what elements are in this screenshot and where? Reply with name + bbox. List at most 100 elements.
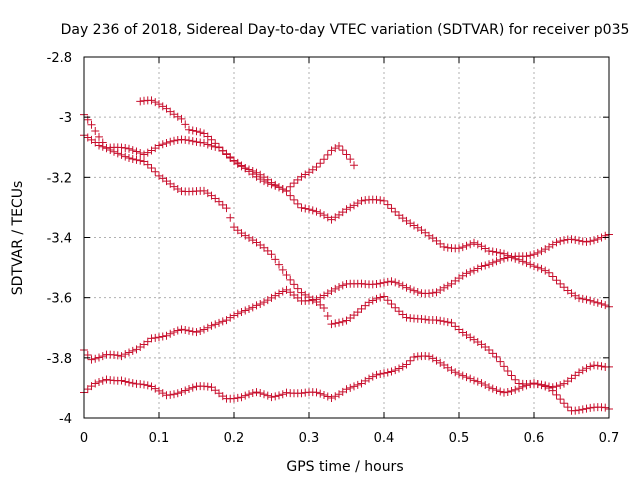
data-point xyxy=(248,389,257,398)
data-point xyxy=(492,352,501,361)
data-point xyxy=(455,244,463,253)
data-point xyxy=(185,125,193,134)
data-point xyxy=(560,236,568,245)
data-point xyxy=(545,268,553,277)
data-point xyxy=(125,144,133,153)
data-point xyxy=(507,371,516,380)
data-point xyxy=(500,388,508,397)
data-point xyxy=(387,367,396,376)
data-point xyxy=(278,185,287,194)
data-point xyxy=(488,258,497,267)
y-tick-label: -3.8 xyxy=(47,352,72,367)
data-point xyxy=(147,164,156,173)
data-point xyxy=(237,162,246,171)
data-point xyxy=(151,333,160,342)
data-point xyxy=(320,304,328,313)
data-point xyxy=(143,381,152,390)
data-point xyxy=(323,311,332,320)
data-point xyxy=(477,262,486,271)
data-point xyxy=(567,235,576,244)
data-point xyxy=(327,287,336,296)
data-point xyxy=(338,281,347,290)
data-point xyxy=(203,140,212,149)
data-point xyxy=(447,318,456,327)
data-point xyxy=(593,235,602,244)
data-point xyxy=(331,284,340,293)
data-point xyxy=(185,326,193,335)
data-point xyxy=(492,248,501,257)
data-point xyxy=(305,205,313,214)
data-point xyxy=(121,350,130,359)
data-point xyxy=(440,283,448,292)
data-point xyxy=(507,387,516,396)
data-point xyxy=(192,328,201,337)
series-5 xyxy=(80,352,613,403)
data-point xyxy=(353,308,362,317)
data-point xyxy=(376,370,385,379)
data-point xyxy=(380,196,388,205)
data-point xyxy=(522,381,531,390)
data-point xyxy=(181,135,190,144)
y-tick-label: -4 xyxy=(59,412,72,427)
data-point xyxy=(241,391,250,400)
data-point xyxy=(290,179,298,188)
data-point xyxy=(582,237,591,246)
data-point xyxy=(443,243,452,252)
data-point xyxy=(556,395,565,404)
data-point xyxy=(586,237,595,246)
series-4 xyxy=(80,230,613,364)
data-point xyxy=(485,383,493,392)
data-point xyxy=(290,195,298,204)
data-point xyxy=(387,299,396,308)
data-point xyxy=(575,406,583,415)
data-point xyxy=(248,303,257,312)
data-point xyxy=(252,168,261,177)
data-point xyxy=(511,385,520,394)
data-point xyxy=(290,280,298,289)
data-point xyxy=(391,278,400,287)
data-point xyxy=(155,333,163,342)
data-point xyxy=(143,337,152,346)
data-point xyxy=(245,165,253,174)
data-point xyxy=(503,367,512,376)
data-point xyxy=(222,204,231,213)
data-point xyxy=(271,255,280,264)
data-point xyxy=(578,405,587,414)
data-point xyxy=(218,200,227,209)
data-point xyxy=(278,390,287,399)
data-point xyxy=(485,346,493,355)
data-point xyxy=(166,137,175,146)
data-point xyxy=(207,135,216,144)
data-point xyxy=(530,262,538,271)
data-point xyxy=(128,346,137,355)
data-point xyxy=(496,387,505,396)
data-point xyxy=(297,389,306,398)
y-axis-title: SDTVAR / TECUs xyxy=(10,181,26,296)
data-point xyxy=(278,287,287,296)
data-point xyxy=(173,326,182,335)
data-point xyxy=(132,147,141,156)
data-point xyxy=(158,389,167,398)
data-point xyxy=(462,373,471,382)
data-point xyxy=(537,264,546,273)
data-point xyxy=(192,137,201,146)
data-point xyxy=(372,294,381,303)
data-point xyxy=(428,288,437,297)
data-point xyxy=(473,240,482,249)
data-point xyxy=(443,318,452,327)
data-point xyxy=(578,237,587,246)
data-point xyxy=(462,269,471,278)
data-point xyxy=(245,390,253,399)
data-point xyxy=(230,311,238,320)
data-point xyxy=(451,322,460,331)
data-point xyxy=(293,199,302,208)
data-point xyxy=(342,385,351,394)
data-point xyxy=(466,374,475,383)
data-point xyxy=(271,291,280,300)
data-point xyxy=(117,150,126,159)
data-point xyxy=(248,167,257,176)
data-point xyxy=(166,329,175,338)
data-point xyxy=(87,355,96,364)
y-tick-label: -2.8 xyxy=(47,51,72,66)
